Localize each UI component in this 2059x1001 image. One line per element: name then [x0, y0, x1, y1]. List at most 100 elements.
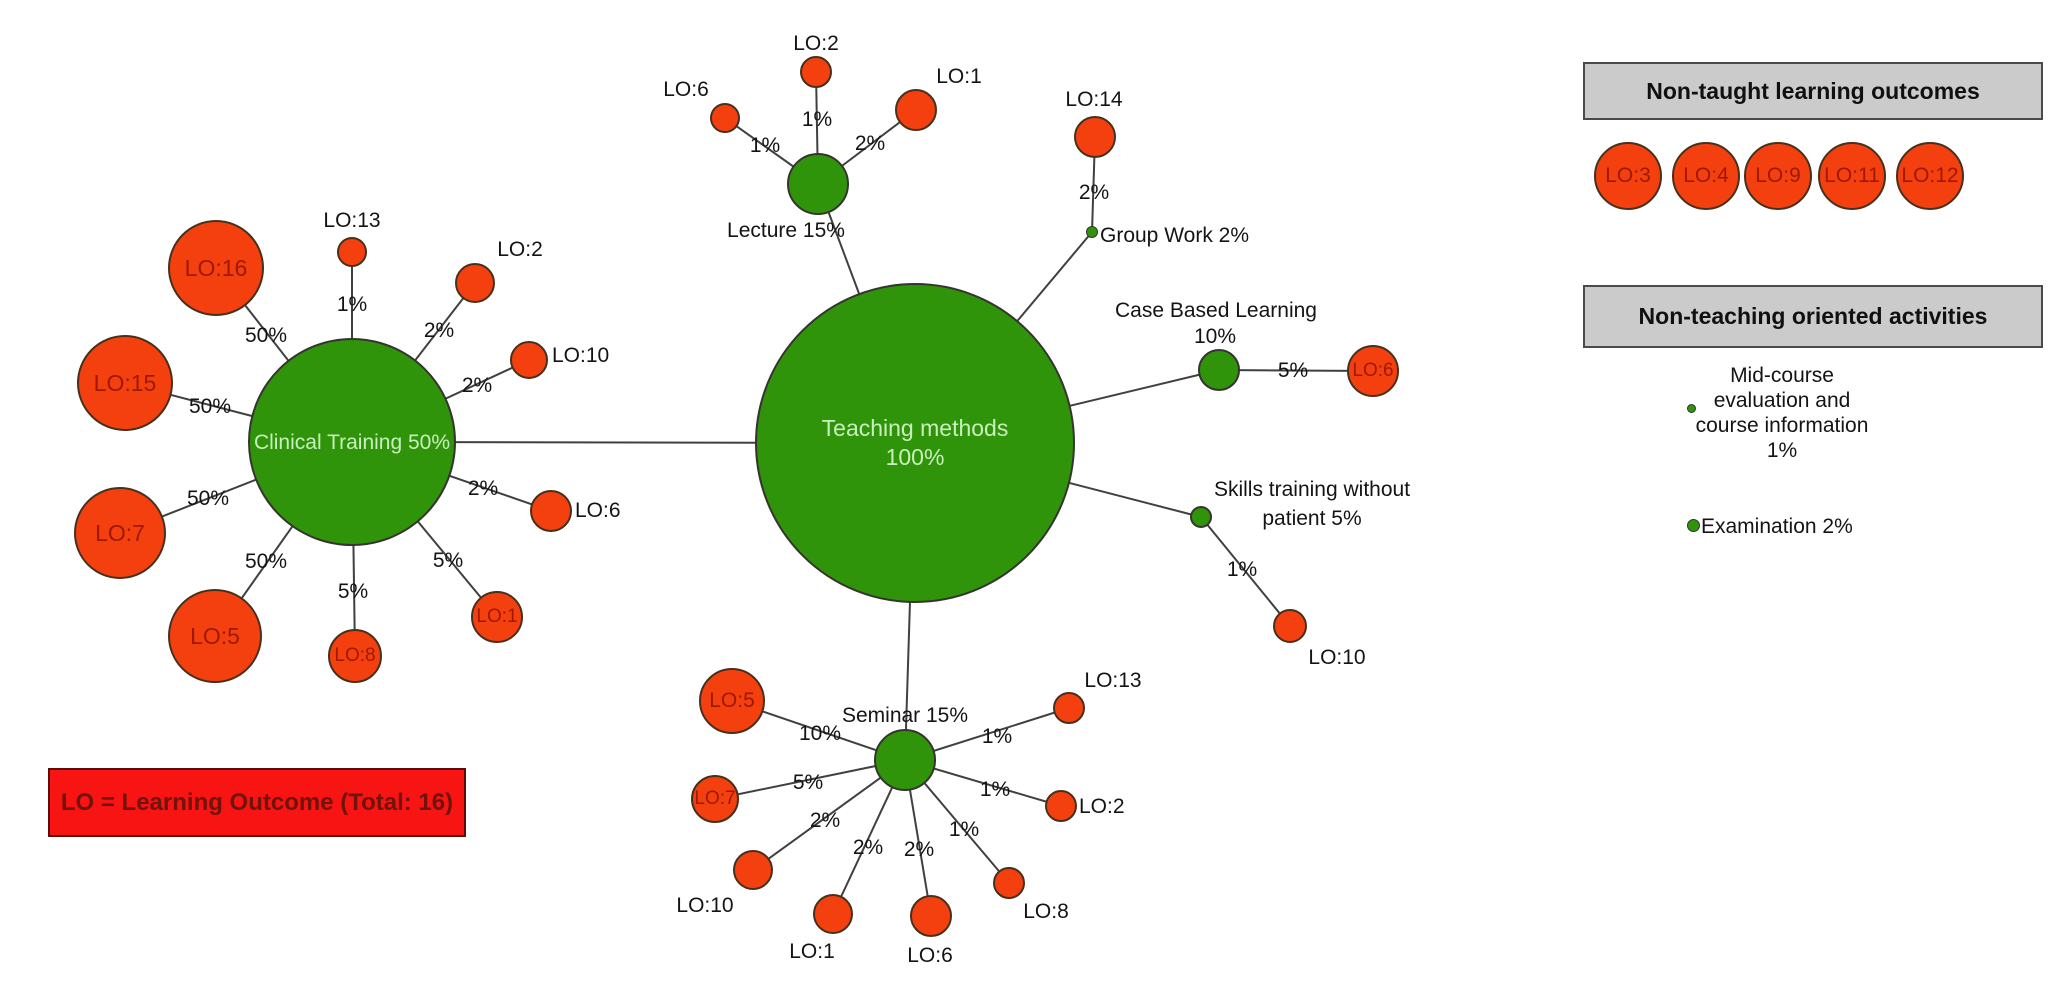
lo-node-nontaught-9: LO:9 — [1744, 142, 1812, 210]
non-taught-header: Non-taught learning outcomes — [1583, 62, 2043, 120]
lo-label: LO:7 — [694, 788, 736, 809]
skills-training-node — [1190, 506, 1212, 528]
lo-label: LO:6 — [575, 499, 621, 522]
edge-weight-label: 2% — [423, 319, 455, 342]
seminar-label: Seminar 15% — [841, 704, 969, 727]
lo-label: LO:8 — [1023, 900, 1069, 923]
lo-label: LO:13 — [1084, 669, 1142, 692]
lo-node-casebased-6: LO:6 — [1347, 345, 1399, 397]
lo-label: LO:3 — [1605, 164, 1651, 187]
lo-label: LO:12 — [1901, 164, 1959, 187]
lo-node-seminar-1 — [813, 894, 853, 934]
lo-node-lecture-6 — [710, 103, 740, 133]
lo-label: LO:10 — [552, 344, 610, 367]
lo-label: LO:1 — [476, 606, 518, 627]
edge-weight-label: 2% — [852, 836, 884, 859]
teaching-methods-node: Teaching methods 100% — [755, 283, 1075, 603]
lo-label: LO:14 — [1065, 88, 1123, 111]
lo-node-clinical-7: LO:7 — [74, 487, 166, 579]
lo-label: LO:15 — [93, 369, 157, 396]
lo-label: LO:8 — [334, 645, 376, 666]
case-based-learning-node — [1198, 349, 1240, 391]
edge-weight-label: 5% — [1277, 359, 1309, 382]
lo-node-lecture-1 — [895, 89, 937, 131]
lo-label: LO:2 — [1079, 795, 1125, 818]
edge-weight-label: 5% — [337, 580, 369, 603]
lo-node-clinical-5: LO:5 — [168, 589, 262, 683]
lo-node-lecture-2 — [800, 56, 832, 88]
lo-label: LO:1 — [936, 65, 982, 88]
skills-training-label: Skills training without — [1213, 478, 1411, 501]
edge-weight-label: 2% — [809, 809, 841, 832]
lo-legend-label: LO = Learning Outcome (Total: 16) — [60, 788, 454, 816]
mid-course-evaluation-label: Mid-course evaluation and course informa… — [1695, 364, 1869, 462]
lo-label: LO:6 — [1352, 360, 1394, 381]
lo-legend-box: LO = Learning Outcome (Total: 16) — [48, 768, 466, 837]
edge-weight-label: 1% — [801, 108, 833, 131]
edge-weight-label: 2% — [903, 838, 935, 861]
clinical-training-label: Clinical Training 50% — [253, 430, 451, 454]
mid-course-evaluation-node — [1687, 404, 1696, 413]
lo-node-seminar-6 — [910, 895, 952, 937]
lo-label: LO:4 — [1683, 164, 1729, 187]
edge-weight-label: 50% — [186, 487, 230, 510]
skills-training-pct-label: patient 5% — [1262, 507, 1362, 530]
lo-label: LO:1 — [789, 940, 835, 963]
seminar-node — [874, 729, 936, 791]
lo-label: LO:7 — [95, 519, 145, 546]
lo-label: LO:5 — [190, 622, 240, 649]
non-taught-header-label: Non-taught learning outcomes — [1646, 77, 1980, 104]
lo-label: LO:2 — [497, 238, 543, 261]
edge-weight-label: 1% — [749, 134, 781, 157]
lo-node-seminar-5: LO:5 — [699, 668, 765, 734]
teaching-methods-label: Teaching methods 100% — [821, 415, 1009, 470]
edge-weight-label: 1% — [981, 725, 1013, 748]
examination-label: Examination 2% — [1701, 515, 1853, 538]
lo-label: LO:6 — [907, 944, 953, 967]
edge-weight-label: 5% — [792, 771, 824, 794]
case-based-learning-label: Case Based Learning — [1115, 299, 1317, 322]
lo-node-nontaught-12: LO:12 — [1896, 142, 1964, 210]
lo-node-nontaught-3: LO:3 — [1594, 142, 1662, 210]
edge-weight-label: 1% — [1226, 558, 1258, 581]
lo-node-clinical-16: LO:16 — [168, 220, 264, 316]
lo-node-nontaught-4: LO:4 — [1672, 142, 1740, 210]
edge-weight-label: 1% — [979, 778, 1011, 801]
lo-label: LO:2 — [793, 32, 839, 55]
lo-node-seminar-10 — [733, 850, 773, 890]
lo-node-seminar-13 — [1053, 692, 1085, 724]
edge-weight-label: 1% — [948, 818, 980, 841]
lo-node-clinical-1: LO:1 — [471, 591, 523, 643]
lo-label: LO:16 — [184, 254, 248, 281]
edge-weight-label: 5% — [432, 549, 464, 572]
edge-weight-label: 1% — [336, 293, 368, 316]
lo-node-seminar-7: LO:7 — [691, 775, 739, 823]
lo-node-clinical-15: LO:15 — [77, 335, 173, 431]
lo-node-clinical-10 — [510, 341, 548, 379]
lo-label: LO:5 — [709, 689, 755, 712]
edge-weight-label: 50% — [244, 550, 288, 573]
lo-label: LO:10 — [676, 894, 734, 917]
lo-label: LO:9 — [1755, 164, 1801, 187]
lo-node-clinical-8: LO:8 — [328, 629, 382, 683]
case-based-learning-pct-label: 10% — [1193, 325, 1237, 348]
edge-weight-label: 10% — [798, 722, 842, 745]
non-teaching-header: Non-teaching oriented activities — [1583, 285, 2043, 348]
lo-node-clinical-6 — [530, 490, 572, 532]
lo-node-skills-10 — [1273, 609, 1307, 643]
lo-label: LO:11 — [1824, 164, 1880, 187]
examination-node — [1687, 519, 1700, 532]
lo-node-seminar-8 — [993, 867, 1025, 899]
group-work-label: Group Work 2% — [1100, 224, 1249, 247]
group-work-node — [1086, 226, 1098, 238]
edge-weight-label: 2% — [854, 132, 886, 155]
lo-node-groupwork-14 — [1074, 116, 1116, 158]
lecture-node — [787, 153, 849, 215]
non-teaching-header-label: Non-teaching oriented activities — [1638, 303, 1988, 329]
edge-weight-label: 2% — [1078, 181, 1110, 204]
clinical-training-node: Clinical Training 50% — [248, 338, 456, 546]
lo-node-seminar-2 — [1045, 790, 1077, 822]
edge-weight-label: 50% — [244, 324, 288, 347]
lo-node-nontaught-11: LO:11 — [1818, 142, 1886, 210]
